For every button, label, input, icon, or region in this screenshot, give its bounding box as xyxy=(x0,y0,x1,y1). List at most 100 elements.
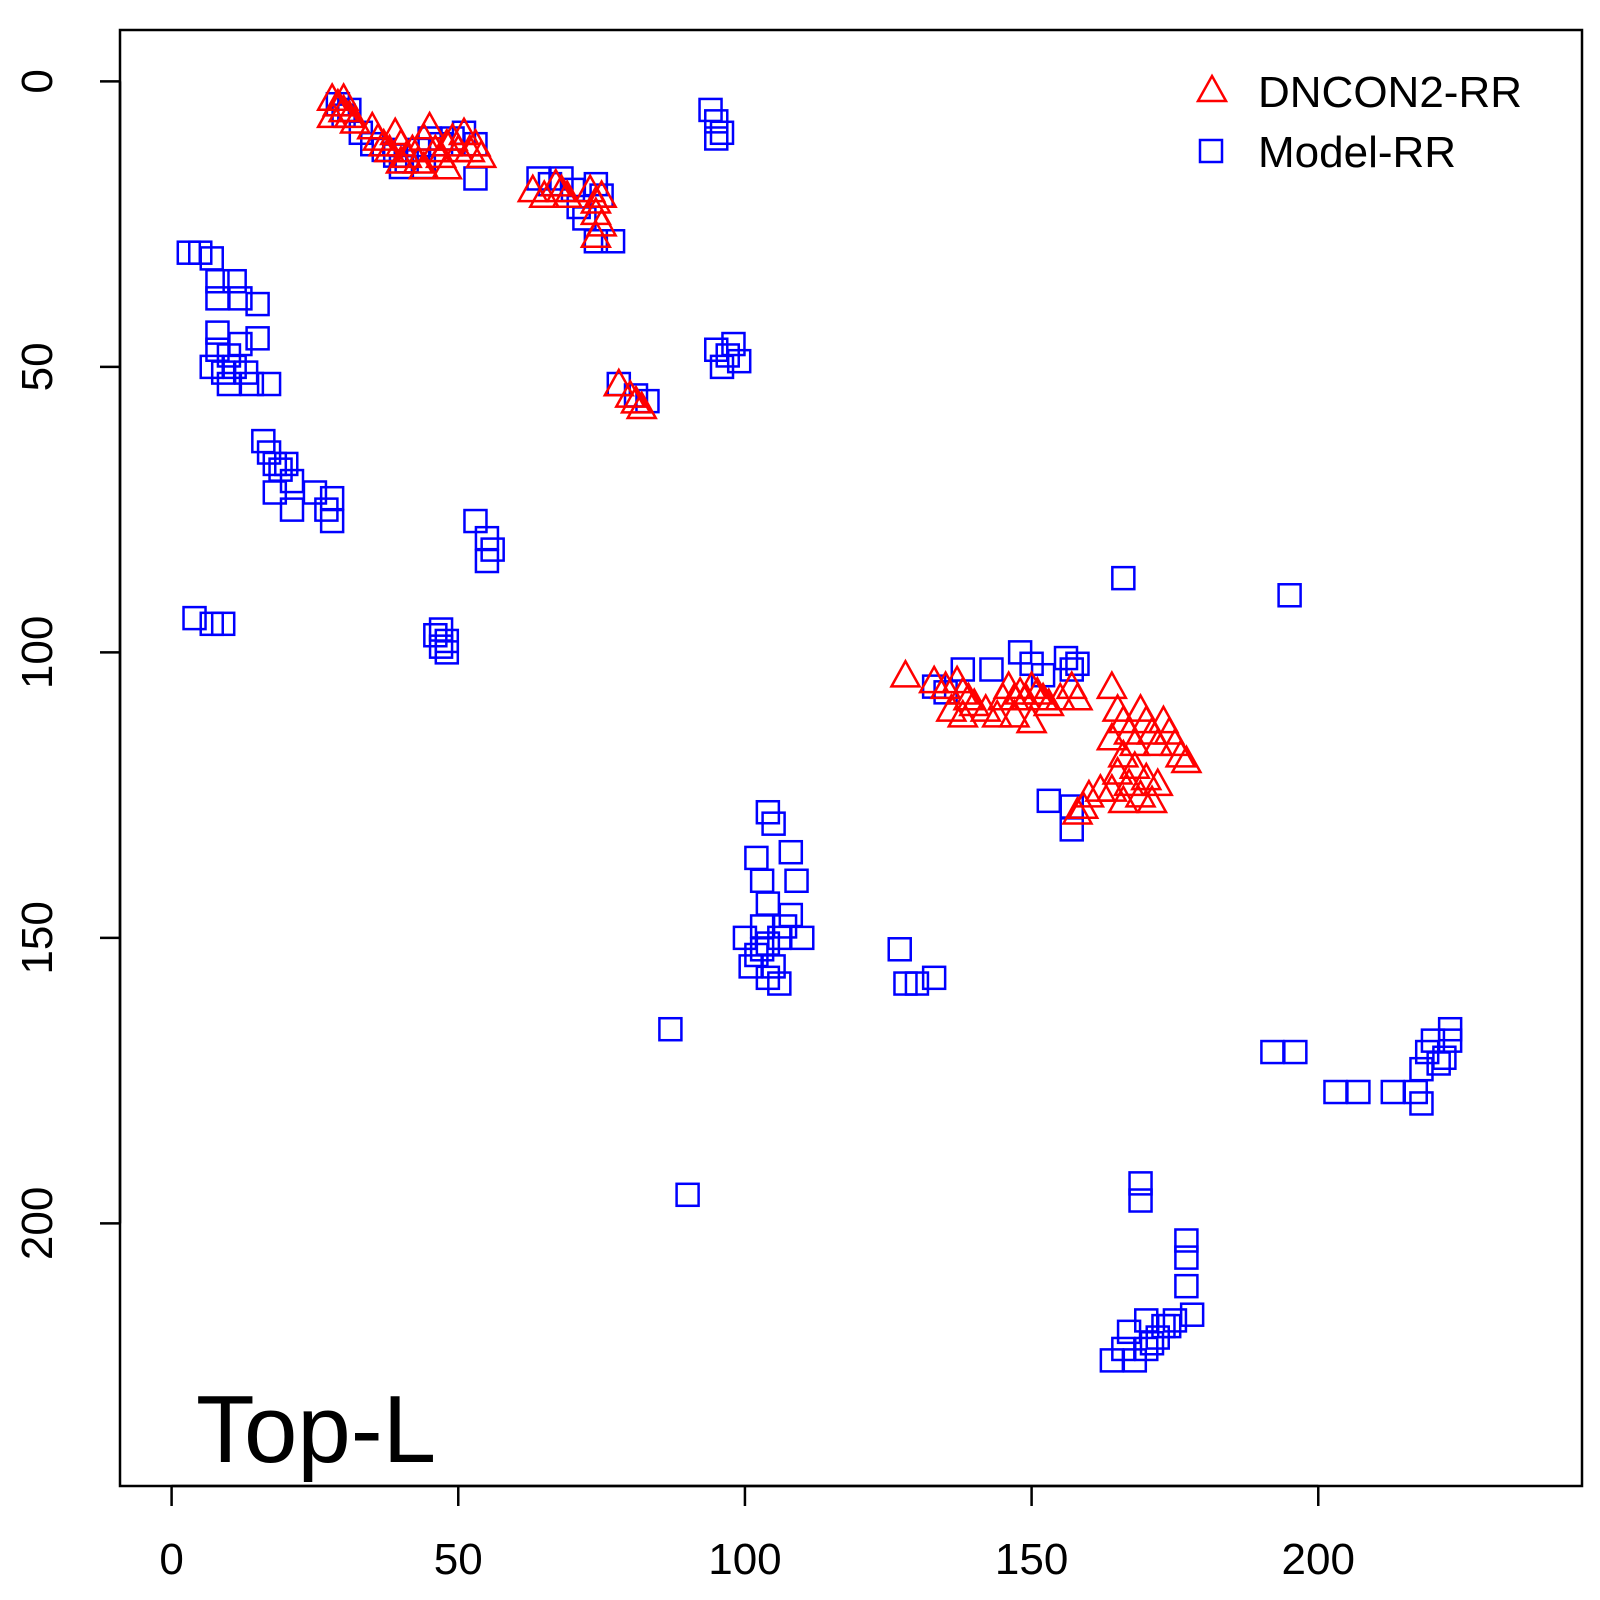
square-point-model-rr xyxy=(738,954,763,979)
triangle-point-dncon2-rr xyxy=(619,384,653,414)
square-point-model-rr xyxy=(1111,565,1136,591)
triangle-point-dncon2-rr xyxy=(998,698,1031,728)
y-tick-label: 100 xyxy=(13,616,62,689)
square-point-model-rr xyxy=(709,120,735,146)
triangle-point-dncon2-rr xyxy=(625,390,658,420)
square-point-model-rr xyxy=(784,868,809,894)
triangle-point-dncon2-rr xyxy=(1107,784,1140,814)
square-point-model-rr xyxy=(1156,1313,1182,1339)
square-point-model-rr xyxy=(1432,1045,1457,1071)
triangle-point-dncon2-rr xyxy=(1067,789,1100,819)
triangle-point-dncon2-rr xyxy=(1135,784,1169,814)
square-point-model-rr xyxy=(1128,1188,1153,1213)
legend-label-dncon2-rr: DNCON2-RR xyxy=(1258,68,1522,117)
y-axis: 0 50 100 150 200 xyxy=(13,69,122,1260)
square-point-model-rr xyxy=(755,799,781,825)
triangle-point-dncon2-rr xyxy=(465,139,498,169)
triangle-point-dncon2-rr xyxy=(614,378,647,408)
square-point-model-rr xyxy=(658,1016,683,1042)
y-tick-label: 50 xyxy=(13,342,62,391)
square-point-model-rr xyxy=(210,611,236,637)
square-point-model-rr xyxy=(216,371,242,397)
square-point-model-rr xyxy=(1426,1051,1451,1076)
triangle-point-dncon2-rr xyxy=(889,658,922,688)
triangle-point-dncon2-rr xyxy=(1170,744,1203,774)
square-point-model-rr xyxy=(1059,657,1084,682)
triangle-point-dncon2-rr xyxy=(929,670,962,700)
square-point-model-rr xyxy=(222,268,247,294)
square-point-model-rr xyxy=(228,286,253,311)
square-point-model-rr xyxy=(979,657,1004,682)
square-point-model-rr xyxy=(279,497,305,522)
square-point-model-rr xyxy=(887,937,912,962)
triangle-point-dncon2-rr xyxy=(1061,795,1094,825)
square-point-model-rr xyxy=(1128,1171,1153,1196)
square-point-model-rr xyxy=(1277,583,1302,608)
triangle-point-dncon2-rr xyxy=(1004,675,1037,705)
legend-triangle-marker xyxy=(1195,73,1229,103)
x-tick-label: 150 xyxy=(995,1535,1068,1584)
square-point-model-rr xyxy=(428,617,454,642)
square-point-model-rr xyxy=(767,971,792,996)
triangle-point-dncon2-rr xyxy=(545,173,578,203)
triangle-point-dncon2-rr xyxy=(1015,670,1048,700)
square-point-model-rr xyxy=(675,1182,700,1208)
triangle-point-dncon2-rr xyxy=(430,150,463,180)
square-point-model-rr xyxy=(256,371,282,397)
square-point-model-rr xyxy=(778,839,804,865)
square-point-model-rr xyxy=(245,326,270,351)
triangle-point-dncon2-rr xyxy=(338,104,372,134)
square-point-model-rr xyxy=(921,965,947,991)
triangle-point-dncon2-rr xyxy=(333,99,366,129)
square-point-model-rr xyxy=(474,548,500,574)
triangle-point-dncon2-rr xyxy=(316,99,349,129)
square-point-model-rr xyxy=(1174,1273,1199,1299)
triangle-point-dncon2-rr xyxy=(1032,687,1065,717)
triangle-point-dncon2-rr xyxy=(579,184,612,214)
square-point-model-rr xyxy=(704,126,729,151)
square-point-model-rr xyxy=(205,268,230,294)
square-point-model-rr xyxy=(1346,1079,1371,1105)
triangle-point-dncon2-rr xyxy=(602,367,635,397)
square-point-model-rr xyxy=(726,348,752,374)
square-point-model-rr xyxy=(319,485,345,511)
square-point-model-rr xyxy=(904,971,930,996)
square-point-model-rr xyxy=(1099,1348,1125,1373)
square-point-model-rr xyxy=(1409,1091,1434,1116)
triangle-point-dncon2-rr xyxy=(373,133,406,163)
triangle-point-dncon2-rr xyxy=(579,218,612,249)
square-point-model-rr xyxy=(182,605,207,631)
triangle-point-dncon2-rr xyxy=(1015,704,1048,734)
triangle-point-dncon2-rr xyxy=(551,179,584,209)
triangle-point-dncon2-rr xyxy=(946,698,979,728)
y-tick-label: 0 xyxy=(13,69,62,93)
x-tick-label: 200 xyxy=(1282,1535,1355,1584)
triangle-point-dncon2-rr xyxy=(1095,670,1128,700)
triangle-point-dncon2-rr xyxy=(539,167,572,197)
square-point-model-rr xyxy=(721,331,746,357)
legend-label-model-rr: Model-RR xyxy=(1258,128,1456,177)
square-point-model-rr xyxy=(1065,651,1090,677)
x-tick-label: 50 xyxy=(434,1535,483,1584)
square-point-model-rr xyxy=(1174,1245,1199,1270)
triangle-point-dncon2-rr xyxy=(981,698,1014,728)
square-point-model-rr xyxy=(790,925,815,951)
x-tick-label: 100 xyxy=(708,1535,781,1584)
square-point-model-rr xyxy=(262,480,288,505)
triangle-point-dncon2-rr xyxy=(413,110,446,140)
triangle-point-dncon2-rr xyxy=(1164,738,1197,768)
data-markers xyxy=(176,81,1463,1373)
square-point-model-rr xyxy=(1283,1039,1308,1065)
triangle-point-dncon2-rr xyxy=(1095,721,1128,751)
legend-square-marker xyxy=(1198,138,1224,164)
triangle-point-dncon2-rr xyxy=(1021,675,1054,705)
triangle-point-dncon2-rr xyxy=(327,81,360,111)
triangle-point-dncon2-rr xyxy=(407,150,440,180)
y-tick-label: 200 xyxy=(13,1187,62,1260)
triangle-point-dncon2-rr xyxy=(1026,681,1060,711)
square-point-model-rr xyxy=(245,291,270,317)
y-tick-label: 150 xyxy=(13,901,62,974)
triangle-point-dncon2-rr xyxy=(1061,681,1094,711)
legend: DNCON2-RR Model-RR xyxy=(1195,68,1522,177)
